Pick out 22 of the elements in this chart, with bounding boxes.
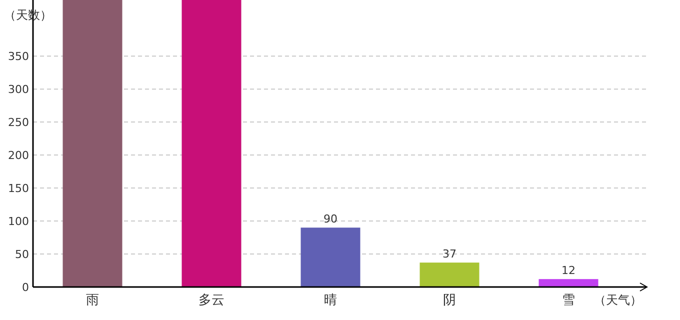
y-tick-label: 0 bbox=[22, 281, 29, 294]
y-tick-label: 200 bbox=[8, 149, 29, 162]
x-tick-label: 阴 bbox=[443, 293, 456, 308]
data-label: 37 bbox=[442, 248, 456, 261]
bar bbox=[300, 228, 360, 287]
x-axis-title: （天气） bbox=[594, 293, 642, 307]
bar bbox=[182, 0, 242, 287]
y-tick-label: 50 bbox=[15, 248, 29, 262]
y-tick-label: 350 bbox=[8, 50, 29, 64]
y-tick-label: 100 bbox=[8, 215, 29, 228]
x-tick-label: 雨 bbox=[86, 293, 99, 308]
x-tick-label: 雪 bbox=[562, 293, 575, 308]
data-label: 90 bbox=[324, 212, 338, 226]
x-tick-label: 晴 bbox=[324, 293, 337, 308]
bar bbox=[420, 262, 480, 287]
bar bbox=[538, 279, 598, 287]
x-tick-label: 多云 bbox=[198, 293, 224, 308]
bar bbox=[62, 0, 122, 287]
y-tick-label: 150 bbox=[8, 182, 29, 196]
data-label: 12 bbox=[562, 264, 576, 278]
y-tick-label: 250 bbox=[8, 116, 29, 130]
y-tick-label: 300 bbox=[8, 83, 29, 96]
